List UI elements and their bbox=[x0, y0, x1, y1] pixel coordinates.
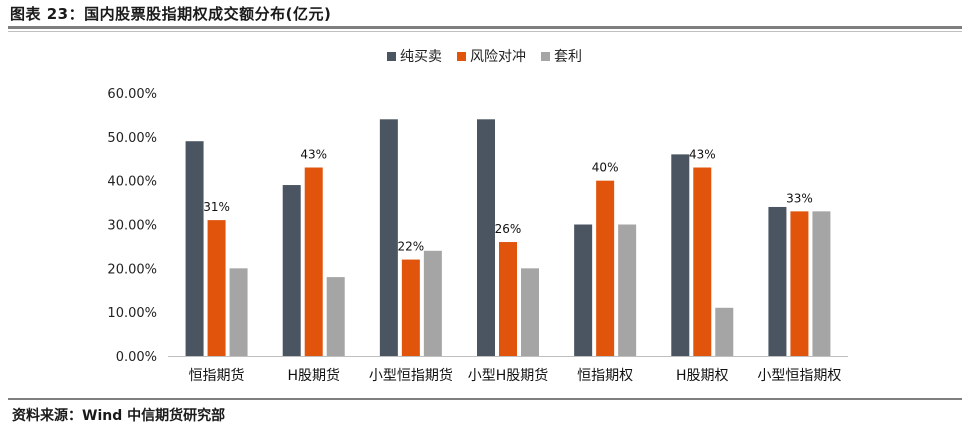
bars: 31% 43% 22% 26% 40% 43% 33% bbox=[185, 119, 831, 356]
bar-net-trade bbox=[282, 185, 301, 356]
x-category-label: 恒指期权 bbox=[577, 368, 633, 384]
bar-arbitrage bbox=[521, 268, 539, 356]
legend-label: 套利 bbox=[554, 49, 582, 65]
x-category-label: 小型恒指期权 bbox=[757, 368, 841, 384]
bar-net-trade bbox=[768, 206, 787, 356]
x-category-label: 恒指期货 bbox=[189, 367, 245, 384]
bar-hedge bbox=[693, 167, 712, 356]
bar-hedge bbox=[790, 211, 809, 356]
legend-label: 风险对冲 bbox=[470, 49, 526, 65]
x-category-label: H股期货 bbox=[287, 367, 340, 384]
x-axis: 恒指期货 H股期货 小型恒指期货 小型H股期货 恒指期权 H股期权 小型恒指期权 bbox=[168, 356, 848, 384]
data-label: 26% bbox=[495, 222, 522, 236]
x-category-label: 小型H股期货 bbox=[468, 367, 549, 384]
bar-arbitrage bbox=[715, 307, 734, 356]
data-label: 22% bbox=[398, 240, 425, 254]
legend: 纯买卖 风险对冲 套利 bbox=[387, 49, 582, 65]
bar-net-trade bbox=[477, 119, 495, 356]
y-axis: 0.00% 10.00% 20.00% 30.00% 40.00% 50.00% 60.00… bbox=[107, 87, 157, 365]
y-tick-label: 0.00% bbox=[116, 350, 157, 365]
bar-hedge bbox=[207, 220, 226, 356]
legend-swatch bbox=[387, 52, 396, 61]
data-label: 43% bbox=[689, 148, 716, 162]
data-label: 40% bbox=[592, 161, 619, 175]
figure-title: 图表 23：国内股票股指期权成交额分布(亿元) bbox=[10, 5, 332, 23]
bar-arbitrage bbox=[812, 211, 831, 356]
bar-hedge bbox=[596, 180, 615, 356]
y-tick-label: 50.00% bbox=[107, 131, 157, 146]
source-note: 资料来源：Wind 中信期货研究部 bbox=[12, 408, 226, 424]
bar-net-trade bbox=[574, 224, 593, 356]
bar-arbitrage bbox=[229, 268, 248, 356]
data-label: 31% bbox=[203, 200, 230, 214]
bottom-rule bbox=[8, 398, 962, 400]
bar-hedge bbox=[304, 167, 323, 356]
y-tick-label: 30.00% bbox=[107, 219, 157, 234]
bar-arbitrage bbox=[618, 224, 637, 356]
legend-label: 纯买卖 bbox=[400, 49, 442, 65]
x-category-label: 小型恒指期货 bbox=[369, 367, 453, 384]
data-label: 43% bbox=[300, 148, 327, 162]
bar-net-trade bbox=[185, 141, 204, 356]
bar-net-trade bbox=[671, 154, 690, 356]
top-rule bbox=[8, 26, 962, 29]
data-label: 33% bbox=[786, 191, 813, 205]
y-tick-label: 20.00% bbox=[107, 262, 157, 277]
y-tick-label: 10.00% bbox=[107, 306, 157, 321]
bar-net-trade bbox=[379, 119, 398, 356]
x-category-label: H股期权 bbox=[676, 368, 729, 384]
y-tick-label: 60.00% bbox=[107, 87, 157, 102]
top-rule-thin bbox=[8, 31, 962, 32]
bar-hedge bbox=[499, 242, 517, 356]
y-tick-label: 40.00% bbox=[107, 175, 157, 190]
bar-arbitrage bbox=[423, 250, 442, 356]
legend-swatch bbox=[541, 52, 550, 61]
bar-hedge bbox=[401, 259, 420, 356]
legend-swatch bbox=[457, 52, 466, 61]
bar-arbitrage bbox=[326, 277, 345, 356]
